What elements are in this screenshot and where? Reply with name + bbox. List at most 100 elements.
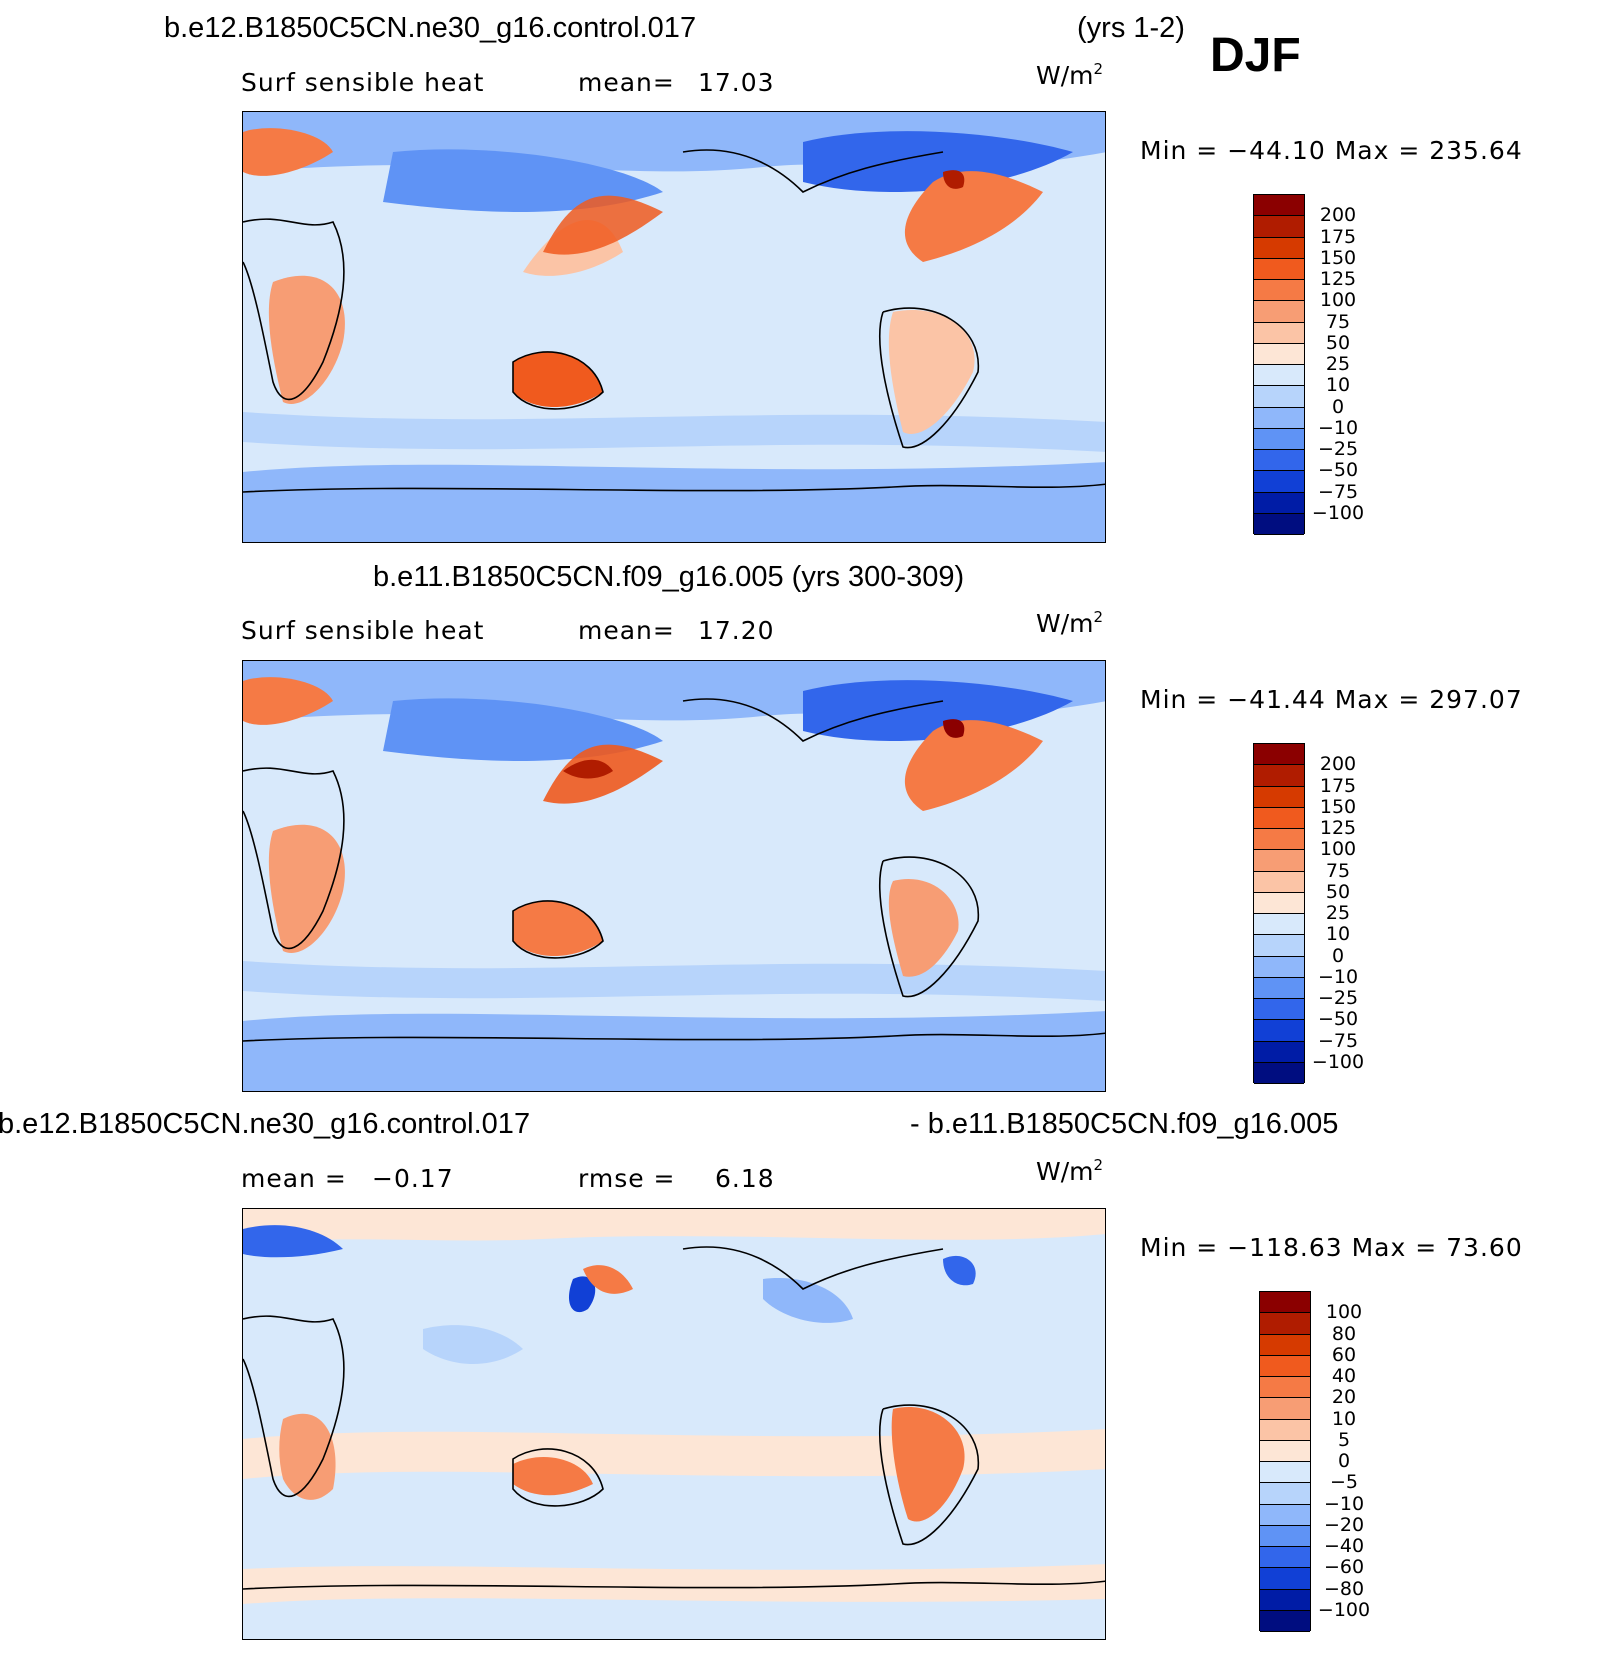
colorbar-swatch [1260,1419,1310,1441]
colorbar-swatch [1254,1041,1304,1063]
colorbar-swatch [1254,471,1304,493]
colorbar-swatch [1254,935,1304,957]
panel2-min-label: Min = −41.44 Max = 297.07 [1140,685,1523,714]
colorbar-swatch [1254,407,1304,429]
panel1-years: (yrs 1-2) [1077,12,1185,44]
panel1-mean-label: mean= [578,68,675,97]
colorbar-tick-label: 25 [1325,902,1351,924]
colorbar-swatch [1254,492,1304,514]
colorbar-tick-label: 200 [1319,753,1357,776]
colorbar-tick-label: −100 [1311,1050,1365,1073]
colorbar-tick-label: 100 [1325,1301,1363,1324]
colorbar-tick-label: 150 [1319,246,1357,269]
colorbar-swatch [1260,1462,1310,1484]
panel2-colorbar-box [1253,743,1305,1084]
colorbar-swatch [1260,1589,1310,1611]
colorbar-tick-label: −100 [1317,1598,1371,1621]
season-label: DJF [1210,29,1301,82]
panel3-case-right: - b.e11.B1850C5CN.f09_g16.005 [910,1108,1339,1140]
colorbar-tick-label: 0 [1331,395,1345,418]
colorbar-tick-label: 25 [1325,353,1351,375]
colorbar-swatch [1254,956,1304,978]
colorbar-swatch [1254,977,1304,999]
colorbar-tick-label: 10 [1325,923,1351,946]
colorbar-swatch [1260,1504,1310,1526]
panel3-rmse-value: 6.18 [715,1164,775,1193]
colorbar-tick-label: 60 [1331,1343,1357,1366]
colorbar-tick-label: 175 [1319,774,1357,797]
panel1-case-title: b.e12.B1850C5CN.ne30_g16.control.017 [164,12,697,44]
colorbar-tick-label: −25 [1317,987,1359,1009]
panel2-mean-label: mean= [578,616,675,645]
colorbar-tick-label: 150 [1319,795,1357,818]
colorbar-swatch [1254,829,1304,851]
panel1-map [242,111,1106,543]
colorbar-tick-label: −20 [1323,1513,1365,1536]
colorbar-swatch [1254,428,1304,450]
colorbar-swatch [1260,1292,1310,1314]
colorbar-tick-label: −75 [1317,1029,1359,1052]
colorbar-tick-label: −5 [1329,1471,1358,1494]
colorbar-swatch [1254,386,1304,408]
panel1-colorbar-box [1253,194,1305,535]
colorbar-tick-label: 125 [1319,268,1357,290]
colorbar-tick-label: −10 [1323,1492,1365,1515]
panel3-map [242,1208,1106,1640]
colorbar-swatch [1254,322,1304,344]
colorbar-tick-label: −60 [1323,1556,1365,1579]
colorbar-tick-label: 125 [1319,817,1357,839]
panel2-variable-label: Surf sensible heat [241,616,485,645]
colorbar-tick-label: −100 [1311,501,1365,524]
colorbar-swatch [1260,1483,1310,1505]
colorbar-swatch [1254,195,1304,217]
colorbar-tick-label: 80 [1331,1322,1357,1345]
colorbar-tick-label: 100 [1319,838,1357,861]
colorbar-swatch [1254,450,1304,472]
colorbar-swatch [1260,1547,1310,1569]
colorbar-swatch [1254,786,1304,808]
colorbar-tick-label: 10 [1325,374,1351,397]
colorbar-swatch [1260,1610,1310,1632]
panel1-mean-value: 17.03 [698,68,775,97]
panel3-min-label: Min = −118.63 Max = 73.60 [1140,1233,1523,1262]
colorbar-tick-label: −25 [1317,438,1359,460]
colorbar-swatch [1254,765,1304,787]
colorbar-tick-label: 200 [1319,204,1357,227]
colorbar-swatch [1260,1440,1310,1462]
panel3-case-left: b.e12.B1850C5CN.ne30_g16.control.017 [0,1108,531,1140]
colorbar-tick-label: −40 [1323,1535,1365,1557]
colorbar-swatch [1260,1334,1310,1356]
panel1-variable-label: Surf sensible heat [241,68,485,97]
panel3-mean-value: −0.17 [372,1164,454,1193]
colorbar-swatch [1260,1525,1310,1547]
colorbar-swatch [1254,365,1304,387]
colorbar-tick-label: 10 [1331,1407,1357,1430]
colorbar-tick-label: 0 [1337,1450,1351,1472]
panel2-units: W/m2 [1036,608,1104,638]
colorbar-tick-label: −50 [1317,1008,1359,1031]
colorbar-tick-label: 40 [1331,1365,1357,1387]
colorbar-swatch [1254,280,1304,302]
colorbar-tick-label: −75 [1317,480,1359,503]
colorbar-swatch [1254,850,1304,872]
colorbar-swatch [1260,1355,1310,1377]
colorbar-tick-label: 20 [1331,1386,1357,1409]
colorbar-swatch [1254,237,1304,259]
colorbar-tick-label: −10 [1317,416,1359,439]
colorbar-swatch [1254,892,1304,914]
colorbar-tick-label: 100 [1319,289,1357,312]
panel3-mean-label: mean = [241,1164,347,1193]
colorbar-swatch [1254,1062,1304,1084]
colorbar-swatch [1254,216,1304,238]
colorbar-swatch [1254,871,1304,893]
colorbar-swatch [1254,343,1304,365]
panel3-units: W/m2 [1036,1156,1104,1186]
panel1-units: W/m2 [1036,60,1104,90]
colorbar-swatch [1254,513,1304,535]
colorbar-tick-label: −50 [1317,459,1359,482]
colorbar-swatch [1254,999,1304,1021]
colorbar-tick-label: −10 [1317,965,1359,988]
colorbar-swatch [1254,914,1304,936]
colorbar-tick-label: −80 [1323,1577,1365,1600]
colorbar-swatch [1254,807,1304,829]
